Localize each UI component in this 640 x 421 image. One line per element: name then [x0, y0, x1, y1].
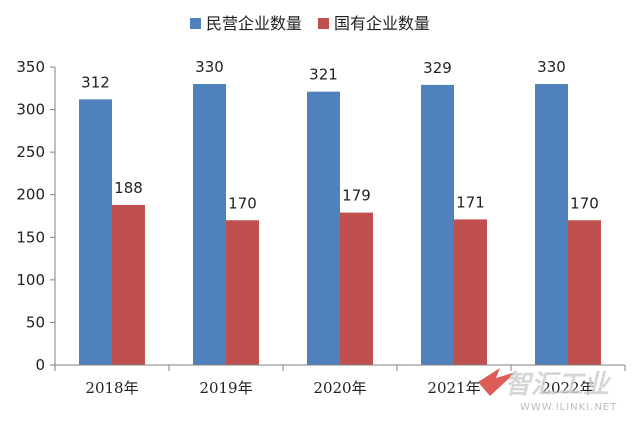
watermark-logo-text: 智汇工业 — [505, 370, 612, 400]
y-tick-label: 250 — [16, 143, 45, 161]
svg-text:WWW.ILINKI.NET: WWW.ILINKI.NET — [520, 402, 617, 413]
bars — [79, 84, 601, 366]
x-tick-label: 2020年 — [313, 379, 366, 397]
data-label: 188 — [114, 179, 143, 197]
y-tick-label: 200 — [16, 186, 45, 204]
y-tick-label: 350 — [16, 58, 45, 76]
y-tick-label: 150 — [16, 228, 45, 246]
bar-series-1-2022年 — [535, 84, 568, 366]
bar-series-1-2020年 — [307, 91, 340, 365]
y-tick-label: 300 — [16, 101, 45, 119]
y-tick-label: 100 — [16, 271, 45, 289]
data-labels: 312 188 330 170 321 179 329 171 330 170 — [81, 58, 599, 212]
legend-swatch-2 — [318, 18, 329, 29]
data-label: 321 — [309, 66, 338, 84]
bar-series-2-2020年 — [340, 212, 373, 365]
bar-series-2-2018年 — [112, 204, 145, 365]
data-label: 179 — [342, 187, 371, 205]
legend-label-1: 民营企业数量 — [206, 14, 302, 33]
bar-series-2-2022年 — [568, 220, 601, 365]
x-tick-label: 2019年 — [199, 379, 252, 397]
data-label: 170 — [228, 194, 257, 212]
data-label: 312 — [81, 73, 110, 91]
bar-series-2-2021年 — [454, 219, 487, 365]
x-tick-label: 2021年 — [427, 379, 480, 397]
legend: 民营企业数量 国有企业数量 — [190, 14, 430, 33]
watermark-url: WWW.ILINKI.NET — [520, 402, 617, 413]
y-axis: 0 50 100 150 200 250 300 350 — [16, 58, 56, 374]
x-axis: 2018年 2019年 2020年 2021年 2022年 — [54, 364, 626, 397]
data-label: 170 — [570, 194, 599, 212]
y-tick-label: 50 — [26, 313, 45, 331]
x-tick-label: 2022年 — [541, 379, 594, 397]
legend-swatch-1 — [190, 18, 201, 29]
bar-series-1-2018年 — [79, 99, 112, 366]
data-label: 330 — [195, 58, 224, 76]
x-tick-label: 2018年 — [85, 379, 138, 397]
bar-series-2-2019年 — [226, 220, 259, 365]
svg-text:智汇工业: 智汇工业 — [505, 370, 612, 400]
legend-label-2: 国有企业数量 — [334, 14, 430, 33]
data-label: 330 — [537, 58, 566, 76]
bar-series-1-2019年 — [193, 84, 226, 366]
watermark-logo: 智汇工业 WWW.ILINKI.NET — [478, 368, 617, 413]
y-tick-label: 0 — [35, 356, 45, 374]
data-label: 171 — [456, 193, 485, 211]
bar-series-1-2021年 — [421, 84, 454, 365]
data-label: 329 — [423, 59, 452, 77]
